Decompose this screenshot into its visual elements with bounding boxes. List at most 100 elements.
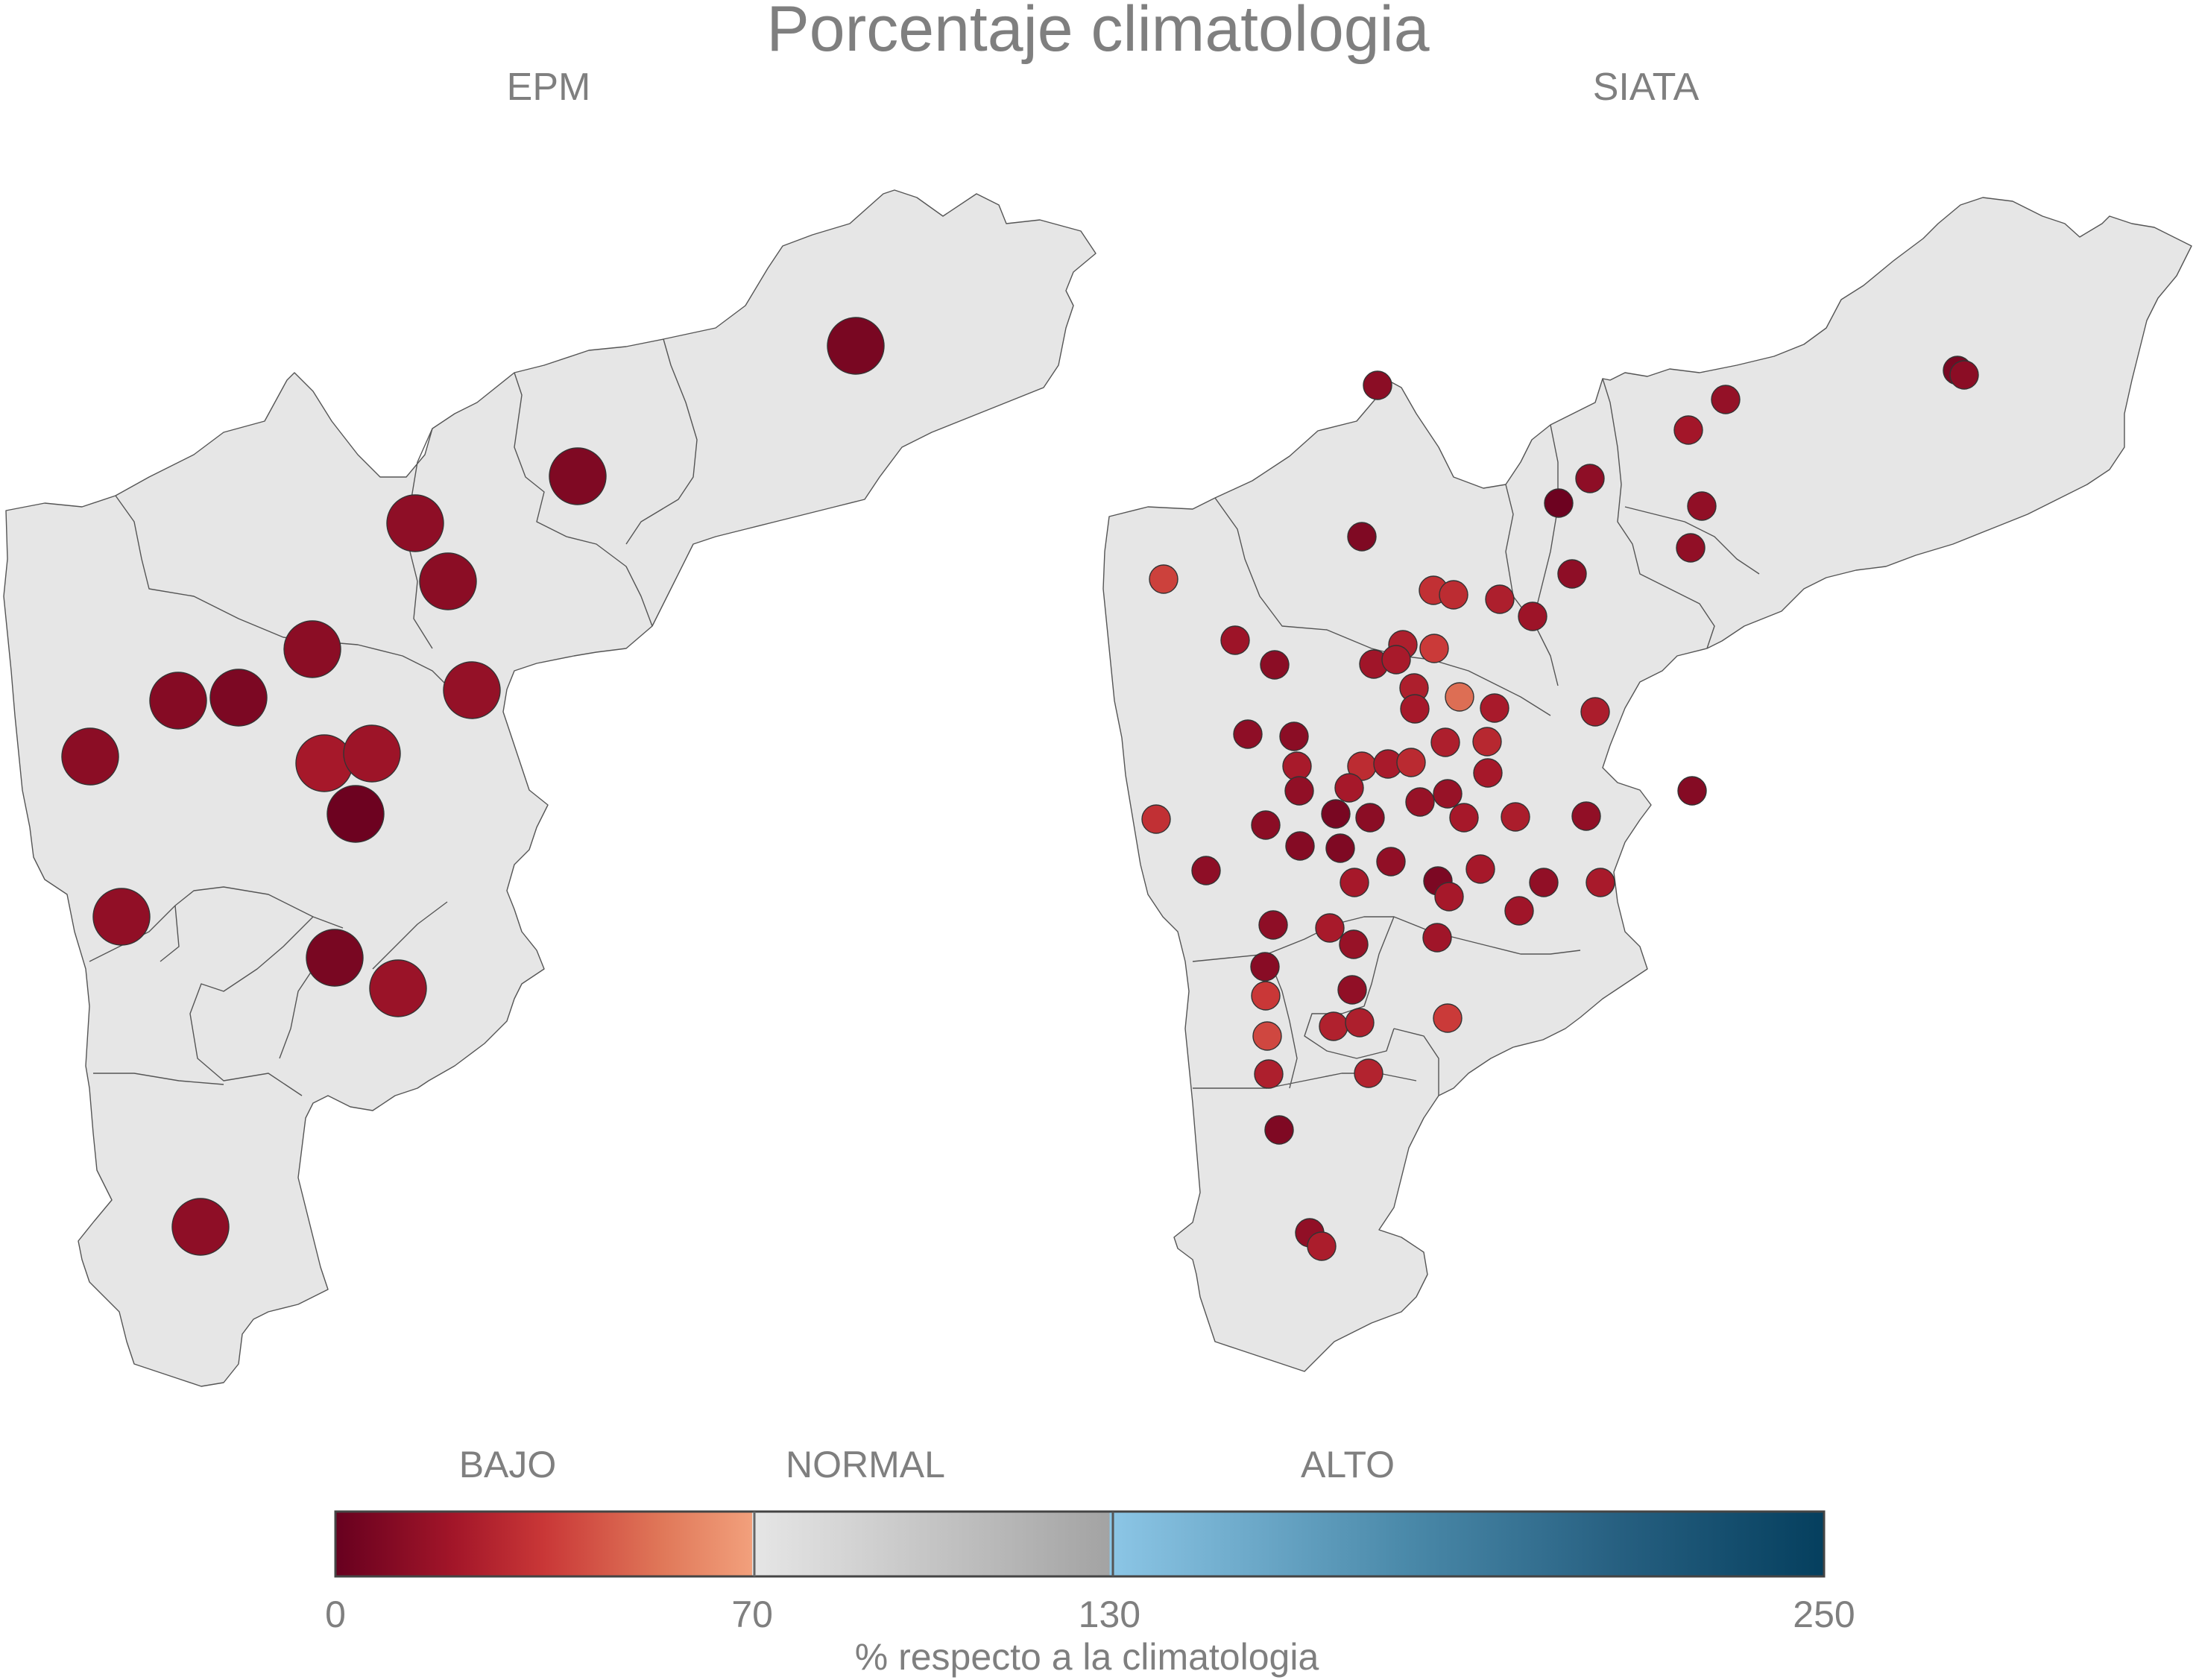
siata-station-marker [1430,727,1460,757]
siata-station-marker [1285,831,1315,861]
siata-map-panel [1102,197,2192,1372]
siata-station-marker [1419,634,1449,663]
colorbar-axis-label: % respecto a la climatologia [855,1636,1319,1678]
siata-station-marker [1279,721,1309,751]
siata-station-marker [1473,758,1503,788]
legend-category-alto: ALTO [1301,1444,1395,1485]
epm-station-marker [549,447,607,505]
colorbar-tick-label: 70 [731,1594,773,1635]
siata-station-marker [1376,847,1406,877]
epm-station-marker [827,317,885,375]
siata-station-marker [1149,564,1179,594]
colorbar-tick-label: 0 [325,1594,346,1635]
siata-station-marker [1340,868,1369,897]
siata-station-marker [1580,697,1610,727]
colorbar-legend: BAJO NORMAL ALTO 0 70 130 250 % respecto a … [325,1444,1855,1678]
epm-station-marker [283,620,341,678]
epm-map-panel [3,189,1097,1387]
siata-station-marker [1251,810,1281,840]
siata-station-marker [1355,803,1385,833]
siata-station-marker [1405,787,1435,817]
siata-station-marker [1465,854,1495,884]
siata-station-marker [1347,522,1377,552]
siata-station-marker [1449,803,1479,833]
siata-station-marker [1254,1059,1284,1089]
epm-station-marker [369,959,427,1017]
epm-station-marker [306,929,364,987]
legend-category-bajo: BAJO [459,1444,557,1485]
epm-station-marker [343,724,401,783]
epm-station-marker [92,888,151,946]
siata-station-marker [1250,952,1280,982]
siata-station-marker [1339,929,1369,959]
valley-outline [1102,197,2192,1372]
siata-station-marker [1677,776,1707,806]
colorbar-tick-label: 250 [1793,1594,1855,1635]
siata-station-marker [1504,896,1534,926]
siata-station-marker [1571,801,1601,831]
siata-station-marker [1325,833,1355,863]
siata-station-marker [1282,751,1312,781]
siata-station-marker [1557,559,1587,589]
panel-title-epm: EPM [507,66,591,109]
siata-station-marker [1307,1231,1337,1261]
siata-station-marker [1445,682,1474,712]
siata-station-marker [1258,910,1288,940]
epm-station-marker [209,669,268,727]
siata-station-marker [1396,748,1426,777]
siata-station-marker [1676,533,1706,563]
siata-station-marker [1687,491,1717,521]
siata-station-marker [1381,645,1411,675]
siata-station-marker [1345,1008,1375,1038]
siata-station-marker [1233,719,1263,749]
siata-station-marker [1529,868,1559,897]
siata-station-marker [1518,601,1547,631]
panel-title-siata: SIATA [1593,66,1700,109]
siata-station-marker [1321,799,1351,829]
siata-station-marker [1191,856,1221,885]
siata-station-marker [1422,923,1452,953]
siata-station-marker [1949,360,1979,390]
siata-station-marker [1260,650,1290,680]
siata-station-marker [1284,776,1314,806]
siata-station-marker [1400,694,1430,724]
siata-station-marker [1363,370,1392,400]
colorbar-ramp [334,1510,1826,1578]
siata-station-marker [1354,1058,1383,1088]
stations-layer [61,317,1979,1261]
siata-station-marker [1433,1003,1463,1033]
siata-station-marker [1315,913,1345,943]
siata-station-marker [1501,802,1530,832]
epm-station-marker [443,661,501,719]
siata-station-marker [1252,1021,1282,1051]
legend-category-normal: NORMAL [786,1444,945,1485]
siata-station-marker [1337,975,1367,1005]
colorbar-tick-label: 130 [1079,1594,1140,1635]
valley-outline [3,189,1097,1387]
epm-station-marker [326,785,385,843]
siata-station-marker [1334,773,1364,803]
siata-station-marker [1220,625,1250,655]
colorbar-ticks: 0 70 130 250 [325,1594,1855,1635]
siata-station-marker [1673,415,1703,445]
siata-station-marker [1434,882,1464,912]
siata-station-marker [1264,1115,1294,1145]
siata-station-marker [1586,868,1615,897]
siata-station-marker [1472,727,1502,757]
siata-station-marker [1319,1011,1348,1041]
siata-station-marker [1711,385,1741,414]
epm-station-marker [171,1198,230,1256]
figure-title: Porcentaje climatologia [766,0,1429,65]
siata-station-marker [1480,693,1509,723]
siata-station-marker [1141,804,1171,834]
siata-station-marker [1433,779,1463,809]
epm-station-marker [149,672,207,730]
siata-station-marker [1485,584,1515,614]
epm-station-marker [419,552,477,610]
siata-station-marker [1544,488,1574,518]
siata-station-marker [1439,580,1468,610]
siata-station-marker [1251,981,1281,1011]
epm-station-marker [295,734,353,792]
epm-station-marker [61,727,119,786]
